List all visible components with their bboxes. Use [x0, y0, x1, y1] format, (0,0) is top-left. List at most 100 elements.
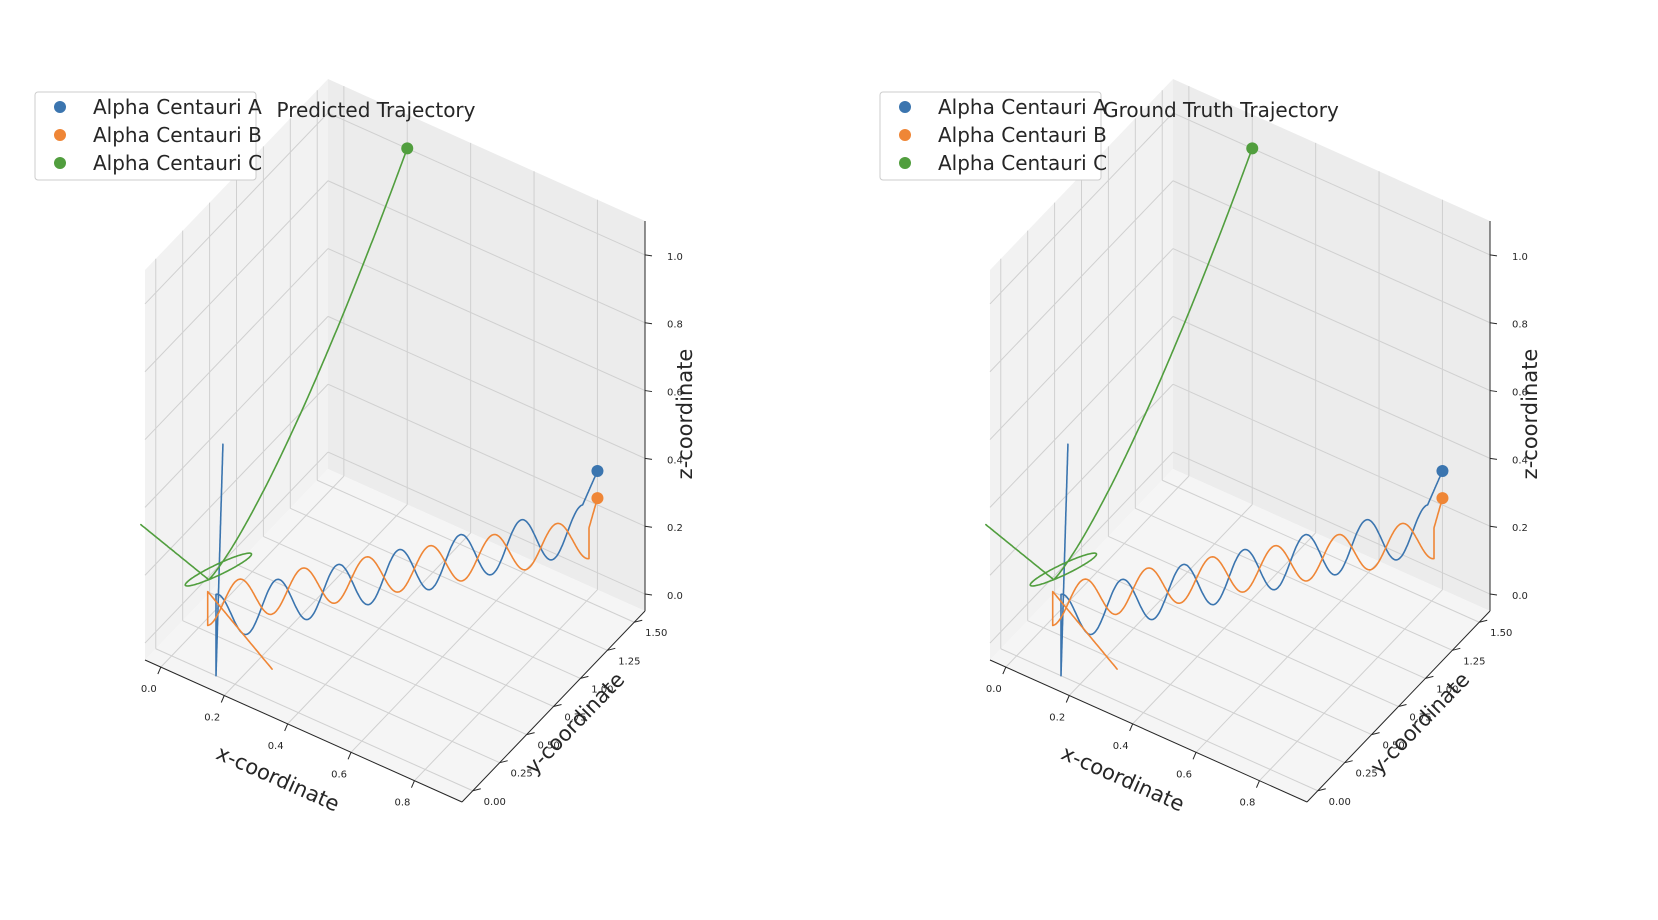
x-axis-line [144, 659, 463, 803]
z-tick-mark [644, 390, 653, 393]
y-gridline [1027, 620, 1345, 764]
z-tick-mark [1489, 254, 1498, 257]
z-gridline [144, 451, 329, 644]
legend-entry: Alpha Centauri B [938, 123, 1107, 147]
z-gridline [144, 383, 329, 576]
legend-marker [54, 157, 66, 169]
x-tick-label: 0.6 [331, 769, 347, 780]
x-axis-line [989, 659, 1308, 803]
final-point-alpha-centauri-c [401, 142, 414, 155]
y-gridline [263, 535, 581, 679]
chart-title: Ground Truth Trajectory [1103, 98, 1339, 122]
chart-title: Predicted Trajectory [277, 98, 476, 122]
y-tick-mark [1479, 619, 1488, 623]
x-tick-mark [1065, 695, 1070, 703]
y-tick-mark [472, 788, 481, 792]
y-tick-mark [1344, 760, 1353, 764]
y-gridline [209, 592, 527, 736]
y-tick-label: 0.00 [1329, 797, 1351, 808]
y-tick-mark [1452, 647, 1461, 651]
legend-entry: Alpha Centauri A [93, 95, 262, 119]
z-tick-mark [644, 322, 653, 325]
x-tick-label: 0.0 [141, 684, 157, 695]
z-gridline [1172, 315, 1491, 459]
predicted-trajectory-plot: 0.0 0.2 0.4 0.6 0.8 0.00 0.25 0.50 0.75 1.00 1.25 1… [34, 79, 697, 817]
z-tick-label: 0.4 [667, 455, 683, 466]
y-tick-label: 0.25 [511, 769, 533, 780]
z-tick-mark [1489, 457, 1498, 460]
y-tick-mark [499, 760, 508, 764]
x-axis-label: x-coordinate [1058, 741, 1188, 817]
trajectory-alpha-centauri-b [206, 497, 599, 670]
x-tick-mark [347, 752, 352, 760]
z-gridline [1172, 248, 1491, 392]
z-axis-label: z-coordinate [1518, 349, 1542, 480]
y-tick-label: 0.75 [564, 713, 586, 724]
y-tick-label: 1.00 [591, 684, 613, 695]
z-tick-label: 1.0 [1512, 252, 1528, 263]
z-axis-label: z-coordinate [673, 349, 697, 480]
y-gridline [1162, 479, 1480, 623]
x-tick-label: 0.2 [204, 713, 220, 724]
final-point-alpha-centauri-b [1436, 492, 1449, 505]
legend-marker [899, 129, 911, 141]
x-tick-label: 0.0 [986, 684, 1002, 695]
y-tick-mark [1371, 732, 1380, 736]
legend-marker [899, 157, 911, 169]
z-gridline [327, 315, 646, 459]
legend-marker [54, 129, 66, 141]
y-tick-mark [526, 732, 535, 736]
z-gridline [144, 180, 329, 373]
z-tick-mark [1489, 390, 1498, 393]
y-tick-mark [1398, 704, 1407, 707]
final-point-alpha-centauri-b [591, 492, 604, 505]
z-gridline [989, 180, 1174, 373]
y-tick-label: 0.75 [1409, 713, 1431, 724]
legend-entry: Alpha Centauri A [938, 95, 1107, 119]
z-tick-label: 0.6 [1512, 388, 1528, 399]
y-gridline [1000, 648, 1318, 792]
y-tick-mark [580, 675, 589, 679]
z-tick-label: 1.0 [667, 252, 683, 263]
y-tick-label: 0.50 [537, 741, 559, 752]
y-tick-label: 0.00 [484, 797, 506, 808]
y-tick-label: 1.50 [645, 628, 667, 639]
z-gridline [1172, 383, 1491, 527]
z-gridline [1172, 180, 1491, 324]
z-tick-mark [644, 593, 653, 596]
final-point-alpha-centauri-c [1246, 142, 1259, 155]
legend [879, 91, 1102, 181]
y-tick-label: 1.25 [618, 656, 640, 667]
x-tick-mark [1002, 666, 1007, 675]
x-tick-label: 0.2 [1049, 713, 1065, 724]
y-tick-label: 1.00 [1436, 684, 1458, 695]
y-tick-mark [634, 619, 643, 623]
z-gridline [327, 383, 646, 527]
y-gridline [155, 648, 473, 792]
y-gridline [317, 479, 635, 623]
legend [34, 91, 257, 181]
z-tick-mark [644, 254, 653, 257]
x-tick-mark [1255, 780, 1260, 788]
z-gridline [144, 112, 329, 305]
final-point-alpha-centauri-a [1436, 465, 1449, 478]
y-tick-mark [1425, 675, 1434, 679]
x-tick-label: 0.6 [1176, 769, 1192, 780]
z-gridline [144, 316, 329, 508]
z-gridline [327, 451, 646, 595]
trajectory-alpha-centauri-c [985, 147, 1254, 587]
y-gridline [1054, 592, 1372, 736]
z-tick-label: 0.6 [667, 388, 683, 399]
z-tick-mark [644, 525, 653, 528]
z-tick-label: 0.0 [1512, 591, 1528, 602]
y-gridline [290, 507, 608, 651]
x-tick-label: 0.8 [394, 798, 410, 809]
z-tick-mark [1489, 525, 1498, 528]
x-tick-mark [284, 723, 289, 732]
legend-entry: Alpha Centauri B [93, 123, 262, 147]
y-tick-label: 0.50 [1382, 741, 1404, 752]
x-axis-label: x-coordinate [213, 741, 343, 817]
z-tick-label: 0.4 [1512, 455, 1528, 466]
z-gridline [327, 248, 646, 392]
z-tick-label: 0.8 [667, 320, 683, 331]
